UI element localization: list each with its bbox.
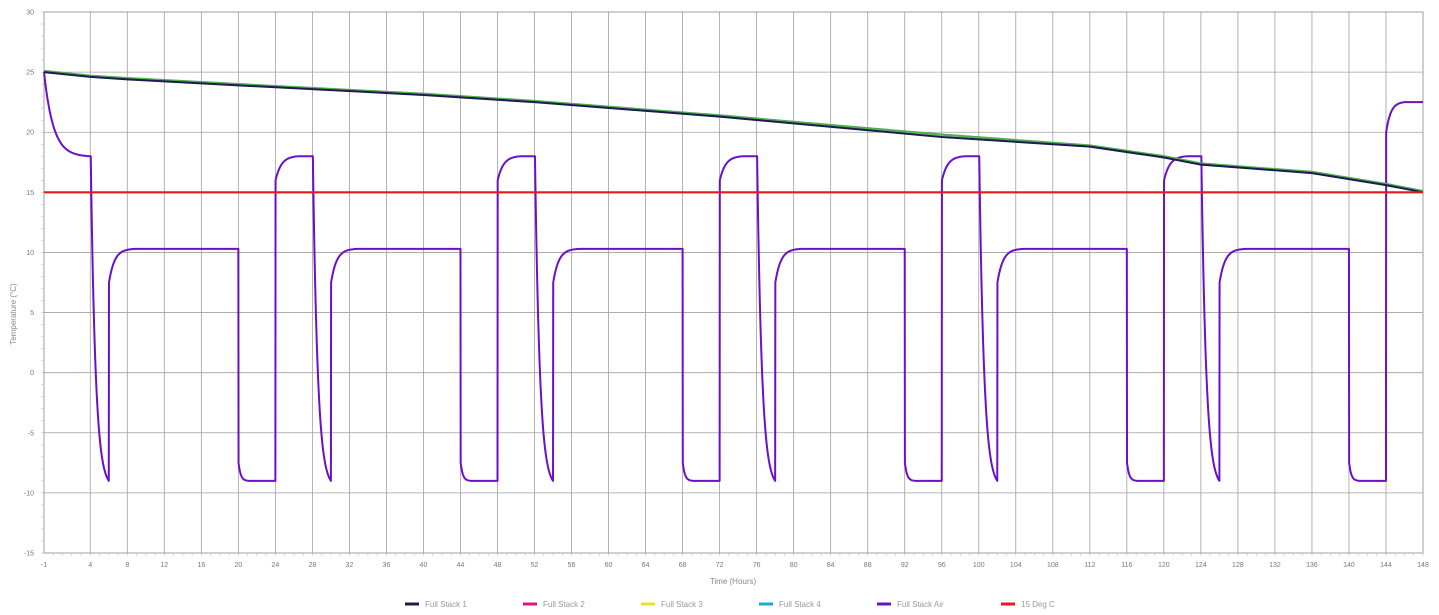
- y-tick-label: 20: [26, 130, 34, 137]
- x-tick-label: 12: [160, 562, 168, 569]
- legend-label: 15 Deg C: [1021, 600, 1055, 609]
- x-tick-label: 68: [679, 562, 687, 569]
- x-tick-label: 20: [234, 562, 242, 569]
- y-tick-label: 5: [30, 310, 34, 317]
- y-axis-label: Temperature (°C): [9, 283, 18, 345]
- y-tick-label: 15: [26, 190, 34, 197]
- y-tick-label: 25: [26, 70, 34, 77]
- x-tick-label: 24: [271, 562, 279, 569]
- x-tick-label: 40: [420, 562, 428, 569]
- x-tick-label: 88: [864, 562, 872, 569]
- x-tick-label: 100: [973, 562, 985, 569]
- x-tick-label: 108: [1047, 562, 1059, 569]
- series-line-full-stack-air: [43, 71, 1423, 482]
- x-tick-label: 60: [605, 562, 613, 569]
- x-tick-label: 112: [1084, 562, 1095, 569]
- y-tick-label: 10: [26, 250, 34, 257]
- x-tick-label: 48: [494, 562, 502, 569]
- series-line-stack-green: [43, 69, 1424, 193]
- x-axis-label: Time (Hours): [710, 577, 757, 586]
- legend: Full Stack 1 Full Stack 2 Full Stack 3 Full…: [405, 600, 1055, 609]
- series-line-full-stack-1: [43, 71, 1424, 194]
- x-tick-label: 80: [790, 562, 798, 569]
- x-tick-label: 36: [383, 562, 391, 569]
- plot-frame: [43, 11, 1424, 554]
- x-tick-label: 132: [1269, 562, 1281, 569]
- x-tick-label: 140: [1343, 562, 1355, 569]
- y-tick-label: -5: [28, 430, 34, 437]
- x-tick-label: 56: [568, 562, 576, 569]
- y-tick-label: 0: [30, 370, 34, 377]
- x-tick-label: 144: [1380, 562, 1392, 569]
- x-tick-label: 8: [125, 562, 129, 569]
- legend-label: Full Stack 2: [543, 600, 585, 609]
- x-tick-label: 4: [88, 562, 92, 569]
- legend-label: Full Stack Air: [897, 600, 944, 609]
- series: [43, 69, 1424, 482]
- x-tick-label: 96: [938, 562, 946, 569]
- x-tick-label: 84: [827, 562, 835, 569]
- x-tick-label: 128: [1232, 562, 1244, 569]
- x-tick-label: 32: [346, 562, 354, 569]
- y-tick-label: -15: [24, 551, 34, 558]
- x-tick-label: 104: [1010, 562, 1022, 569]
- x-tick-label: 136: [1306, 562, 1318, 569]
- x-tick-label: 120: [1158, 562, 1170, 569]
- x-tick-label: 76: [753, 562, 761, 569]
- x-tick-label: 92: [901, 562, 909, 569]
- x-tick-label: 148: [1417, 562, 1429, 569]
- legend-label: Full Stack 1: [425, 600, 467, 609]
- y-tick-label: 30: [26, 10, 34, 17]
- y-tick-label: -10: [24, 490, 34, 497]
- x-tick-label: -1: [41, 562, 47, 569]
- x-tick-label: 64: [642, 562, 650, 569]
- x-tick-label: 116: [1121, 562, 1132, 569]
- legend-label: Full Stack 4: [779, 600, 821, 609]
- legend-label: Full Stack 3: [661, 600, 703, 609]
- x-tick-label: 72: [716, 562, 724, 569]
- x-tick-label: 16: [197, 562, 205, 569]
- x-tick-label: 28: [308, 562, 316, 569]
- x-tick-label: 52: [531, 562, 539, 569]
- x-tick-label: 44: [457, 562, 465, 569]
- x-tick-label: 124: [1195, 562, 1207, 569]
